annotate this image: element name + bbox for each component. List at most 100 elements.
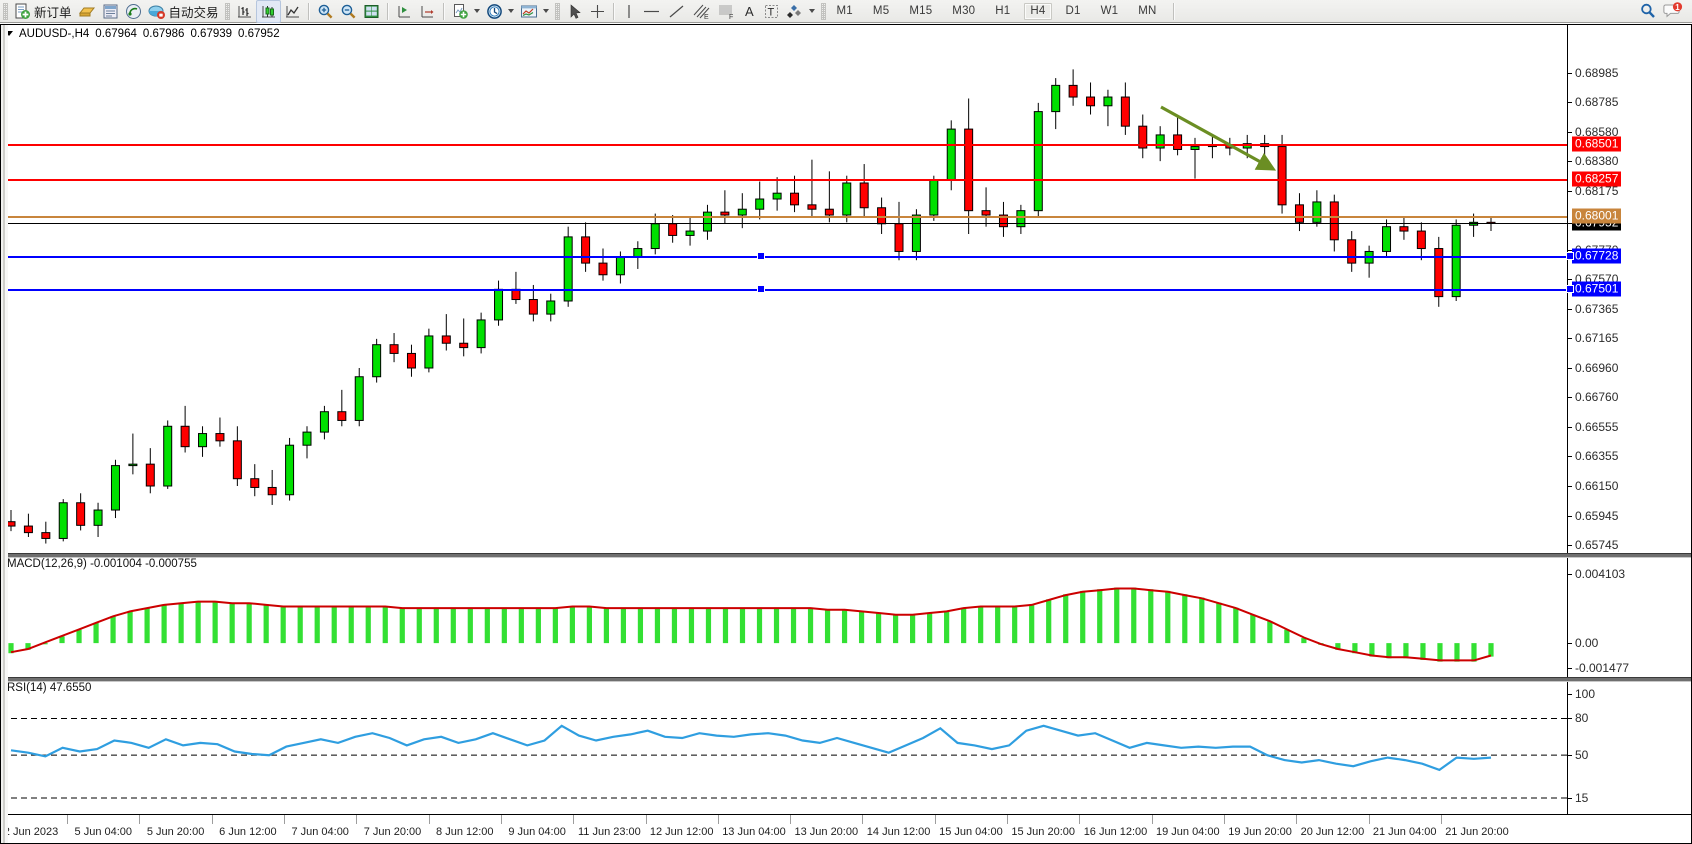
collapse-triangle-icon[interactable] (5, 31, 13, 36)
price-scale[interactable]: 0.689850.687850.685800.683800.681750.679… (1566, 25, 1691, 843)
ohlc-value-3: 0.67952 (238, 27, 280, 40)
macd-histogram-bar (1165, 590, 1171, 644)
macd-histogram-bar (944, 611, 950, 644)
macd-pane[interactable] (1, 556, 1567, 677)
zoom-out-button[interactable] (337, 1, 360, 22)
price-tick-label: 0.66555 (1575, 420, 1619, 434)
hline-button[interactable] (639, 1, 664, 22)
level-price-tag[interactable]: 0.68001 (1572, 208, 1622, 224)
macd-histogram-bar (280, 606, 286, 644)
level-price-tag[interactable]: 0.67728 (1572, 248, 1622, 264)
templates-button[interactable] (517, 1, 552, 22)
time-scale[interactable]: 2 Jun 2023 5 Jun 04:00 5 Jun 20:00 6 Jun 12… (1, 814, 1691, 843)
chart-left-gutter[interactable] (1, 25, 8, 843)
macd-histogram-bar (1182, 594, 1188, 644)
pane-divider-1[interactable] (1, 553, 1691, 558)
timeframe-m30[interactable]: M30 (952, 4, 976, 17)
timeframe-m1[interactable]: M1 (836, 4, 853, 17)
shift-end-button[interactable] (393, 1, 416, 22)
text-label-button[interactable]: T (760, 1, 783, 22)
fibonacci-button[interactable]: F (714, 1, 739, 22)
shapes-button[interactable] (783, 1, 818, 22)
terminal-button[interactable] (99, 1, 122, 22)
macd-histogram-bar (195, 601, 201, 644)
chart-grid-icon (364, 4, 379, 18)
timeframe-w1[interactable]: W1 (1100, 4, 1119, 17)
candle (389, 333, 399, 363)
toolbar-grip[interactable] (3, 2, 8, 20)
autotrading-button[interactable]: 自动交易 (145, 1, 222, 22)
candle (1173, 117, 1183, 156)
rsi-pane[interactable] (1, 680, 1567, 815)
toolbar-grip-4[interactable] (820, 2, 826, 20)
vline-button[interactable] (619, 1, 639, 22)
macd-histogram-bar (42, 643, 48, 645)
level-price-tag[interactable]: 0.68257 (1572, 171, 1622, 187)
timeframe-d1[interactable]: D1 (1065, 4, 1081, 17)
macd-histogram-bar (59, 636, 65, 644)
toolbar-grip-2[interactable] (224, 2, 230, 20)
chat-button[interactable]: 1 (1660, 1, 1686, 22)
chart-grid-button[interactable] (360, 1, 383, 22)
level-handle-right[interactable] (1566, 252, 1574, 261)
trendline-button[interactable] (664, 1, 689, 22)
crosshair-icon (590, 4, 604, 18)
candle (163, 420, 173, 489)
level-line[interactable] (1, 289, 1567, 292)
cursor-button[interactable] (563, 1, 586, 22)
new-order-button[interactable]: 新订单 (11, 1, 75, 22)
candlestick-chart-button[interactable] (255, 0, 281, 23)
timeframe-h1[interactable]: H1 (995, 4, 1011, 17)
templates-icon (520, 5, 537, 17)
candle (1277, 134, 1287, 214)
level-price-tag[interactable]: 0.68501 (1572, 136, 1622, 151)
candle (581, 222, 591, 272)
level-line[interactable] (1, 179, 1567, 182)
new-indicator-button[interactable] (449, 1, 483, 22)
level-handle[interactable] (757, 252, 765, 261)
pane-divider-2[interactable] (1, 677, 1691, 682)
price-pane[interactable] (1, 25, 1567, 553)
macd-histogram-bar (178, 602, 184, 644)
level-handle[interactable] (757, 285, 765, 294)
level-price-tag[interactable]: 0.67501 (1572, 281, 1622, 297)
line-chart-button[interactable] (281, 1, 304, 22)
macd-histogram-bar (961, 607, 967, 644)
candle (23, 513, 33, 537)
period-caret-icon[interactable] (507, 9, 514, 13)
search-button[interactable] (1636, 1, 1660, 22)
macd-histogram-bar (671, 607, 678, 644)
candle (807, 159, 817, 218)
price-tick (1568, 427, 1572, 428)
svg-text:A: A (745, 4, 754, 19)
text-button[interactable]: A (739, 1, 760, 22)
level-handle-right[interactable] (1566, 285, 1574, 294)
zoom-in-button[interactable] (314, 1, 337, 22)
level-line[interactable] (1, 143, 1567, 146)
macd-histogram-bar (569, 606, 575, 644)
templates-caret-icon[interactable] (542, 9, 549, 13)
timeframe-mn[interactable]: MN (1138, 4, 1157, 17)
bar-chart-button[interactable] (233, 1, 256, 22)
timeframe-h4[interactable]: H4 (1024, 2, 1052, 20)
crosshair-button[interactable] (586, 1, 609, 22)
autoscroll-button[interactable] (416, 1, 439, 22)
macd-label: MACD(12,26,9) -0.001004 -0.000755 (7, 558, 197, 570)
toolbar-grip-3[interactable] (554, 2, 560, 20)
macd-histogram-bar (416, 607, 422, 644)
shapes-caret-icon[interactable] (808, 9, 815, 13)
new-indicator-caret-icon[interactable] (473, 9, 480, 13)
timeframe-m15[interactable]: M15 (909, 4, 933, 17)
level-line[interactable] (1, 256, 1567, 259)
candle (1051, 78, 1061, 130)
gold-button[interactable] (75, 1, 99, 22)
timeframe-m5[interactable]: M5 (872, 4, 890, 17)
down-trend-arrow[interactable] (1, 25, 1567, 553)
level-line[interactable] (1, 216, 1567, 219)
candle (1068, 69, 1078, 106)
signals-button[interactable] (122, 1, 145, 22)
price-tick (1568, 132, 1572, 133)
equidistant-channel-button[interactable]: E (689, 1, 714, 22)
chart-window[interactable]: AUDUSD-,H4 0.67964 0.67986 0.67939 0.67952 … (0, 24, 1692, 844)
period-button[interactable] (483, 1, 517, 22)
